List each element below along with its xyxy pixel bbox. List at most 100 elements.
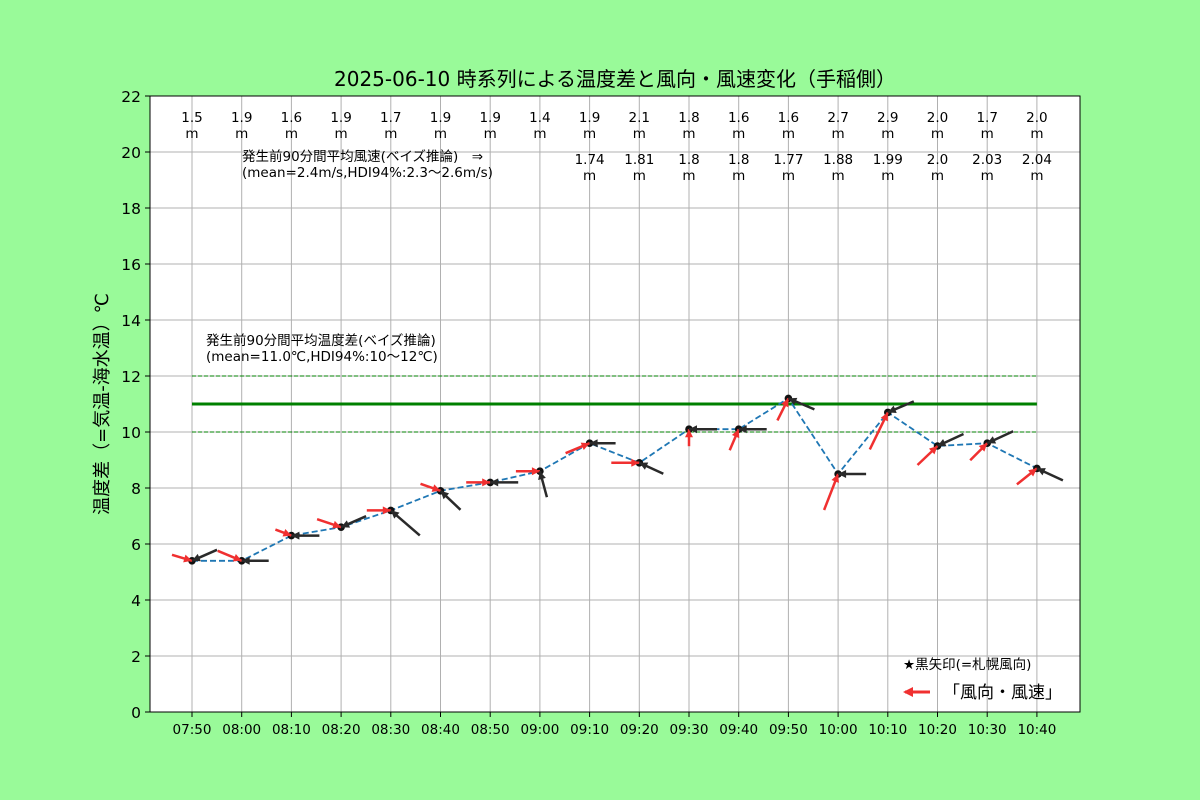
wind-arrow-black: [936, 432, 965, 448]
sapporo-speed-label: 1.99: [873, 152, 903, 168]
wind-arrow-red: [316, 518, 342, 529]
wind-arrow-red: [685, 429, 693, 447]
wind-arrow-black: [389, 509, 421, 537]
wind-arrow-black-head: [788, 397, 798, 406]
wind-arrow-black: [787, 397, 815, 411]
wind-arrows: [171, 397, 1064, 565]
wind-arrow-black: [191, 548, 218, 562]
wind-speed-label: 1.6: [728, 110, 749, 126]
y-tick-label: 16: [121, 256, 141, 274]
wind-speed-label: 2.1: [629, 110, 650, 126]
wind-speed-unit: m: [633, 126, 646, 142]
wind-speed-label: 1.9: [231, 110, 252, 126]
wind-arrow-black-head: [390, 510, 400, 519]
wind-arrow-black-head: [987, 436, 997, 444]
wind-speed-label: 1.8: [678, 110, 699, 126]
wind-speed-label: 1.5: [181, 110, 202, 126]
y-tick-label: 2: [131, 648, 141, 666]
wind-arrow-red: [776, 397, 790, 421]
wind-arrow-red: [1016, 467, 1038, 486]
x-tick-label: 08:30: [371, 722, 410, 738]
x-tick-label: 10:10: [868, 722, 907, 738]
plot-frame: [149, 95, 1081, 713]
wind-arrow-black: [291, 531, 320, 540]
sapporo-speed-unit: m: [583, 168, 596, 184]
annotations: 発生前90分間平均風速(ベイズ推論) ⇒ (mean=2.4m/s,HDI94%…: [206, 148, 493, 365]
x-tick-label: 07:50: [173, 722, 212, 738]
wind-speed-label: 1.7: [380, 110, 401, 126]
y-tick-label: 8: [131, 480, 141, 498]
wind-arrow-black-head: [838, 470, 847, 478]
wind-speed-unit: m: [981, 126, 994, 142]
sapporo-speed-label: 1.74: [575, 152, 605, 168]
chart-title: 2025-06-10 時系列による温度差と風向・風速変化（手稲側）: [334, 67, 896, 91]
x-tick-label: 09:10: [570, 722, 609, 738]
y-tick-label: 10: [121, 424, 141, 442]
wind-arrow-red-head: [731, 429, 740, 439]
wind-arrow-red-head: [880, 412, 888, 422]
wind-arrow-black-head: [738, 425, 747, 434]
sapporo-speed-unit: m: [633, 168, 646, 184]
wind-arrow-black: [738, 425, 767, 434]
wind-speed-label: 1.9: [479, 110, 500, 126]
sapporo-speed-unit: m: [732, 168, 745, 184]
wind-arrow-red-head: [831, 474, 839, 483]
reference-lines: [192, 375, 1037, 433]
temp-annotation-line1: 発生前90分間平均温度差(ベイズ推論): [206, 332, 436, 349]
x-tick-label: 09:00: [520, 722, 559, 738]
sapporo-speed-unit: m: [832, 168, 845, 184]
x-tick-label: 09:40: [719, 722, 758, 738]
wind-arrow-black: [538, 470, 549, 498]
sapporo-speed-label: 1.81: [624, 152, 654, 168]
y-tick-label: 4: [131, 592, 141, 610]
wind-arrow-black-head: [887, 405, 897, 413]
wind-speed-label: 1.4: [529, 110, 550, 126]
wind-speed-label: 1.6: [281, 110, 302, 126]
wind-speed-unit: m: [235, 126, 248, 142]
wind-speed-label: 2.0: [1026, 110, 1047, 126]
wind-speed-unit: m: [732, 126, 745, 142]
sapporo-speed-label: 1.8: [678, 152, 699, 168]
legend-black-arrow: ★黒矢印(=札幌風向): [903, 657, 1031, 673]
wind-arrow-red: [868, 411, 889, 450]
wind-speed-unit: m: [1030, 126, 1043, 142]
wind-speed-label: 2.9: [877, 110, 898, 126]
wind-speed-label: 1.7: [976, 110, 997, 126]
y-tick-label: 6: [131, 536, 141, 554]
sapporo-speed-unit: m: [981, 168, 994, 184]
sapporo-speed-unit: m: [1030, 168, 1043, 184]
wind-arrow-red: [969, 442, 989, 462]
wind-arrow-black: [638, 461, 664, 475]
wind-speed-unit: m: [583, 126, 596, 142]
wind-speed-unit: m: [185, 126, 198, 142]
wind-arrow-red-head: [781, 398, 789, 408]
wind-arrow-black-head: [440, 490, 450, 500]
y-tick-label: 18: [121, 200, 141, 218]
wind-arrow-red: [366, 506, 391, 515]
y-tick-label: 12: [121, 368, 141, 386]
wind-arrow-red: [420, 482, 441, 492]
wind-arrow-red: [171, 553, 193, 563]
wind-arrow-red-head: [183, 554, 192, 563]
wind-arrow-red-head: [978, 443, 988, 452]
wind-arrow-red: [611, 458, 640, 467]
wind-arrow-black: [689, 425, 717, 434]
wind-arrow-black: [887, 400, 915, 414]
wind-arrow-red-head: [685, 429, 693, 438]
y-tick-label: 22: [121, 88, 141, 106]
wind-speed-label: 1.9: [579, 110, 600, 126]
sapporo-speed-label: 2.04: [1022, 152, 1052, 168]
x-tick-label: 08:20: [322, 722, 361, 738]
wind-speed-unit: m: [484, 126, 497, 142]
wind-arrow-black: [589, 439, 616, 448]
wind-annotation-line2: (mean=2.4m/s,HDI94%:2.3〜2.6m/s): [242, 165, 493, 181]
wind-arrow-red-head: [928, 446, 938, 455]
x-tick-label: 10:20: [918, 722, 957, 738]
wind-arrow-red-head: [431, 484, 441, 492]
wind-speed-unit: m: [533, 126, 546, 142]
wind-arrow-red: [822, 473, 840, 511]
wind-arrow-black-head: [589, 439, 598, 448]
wind-speed-unit: m: [881, 126, 894, 142]
wind-arrow-black-head: [639, 462, 649, 470]
